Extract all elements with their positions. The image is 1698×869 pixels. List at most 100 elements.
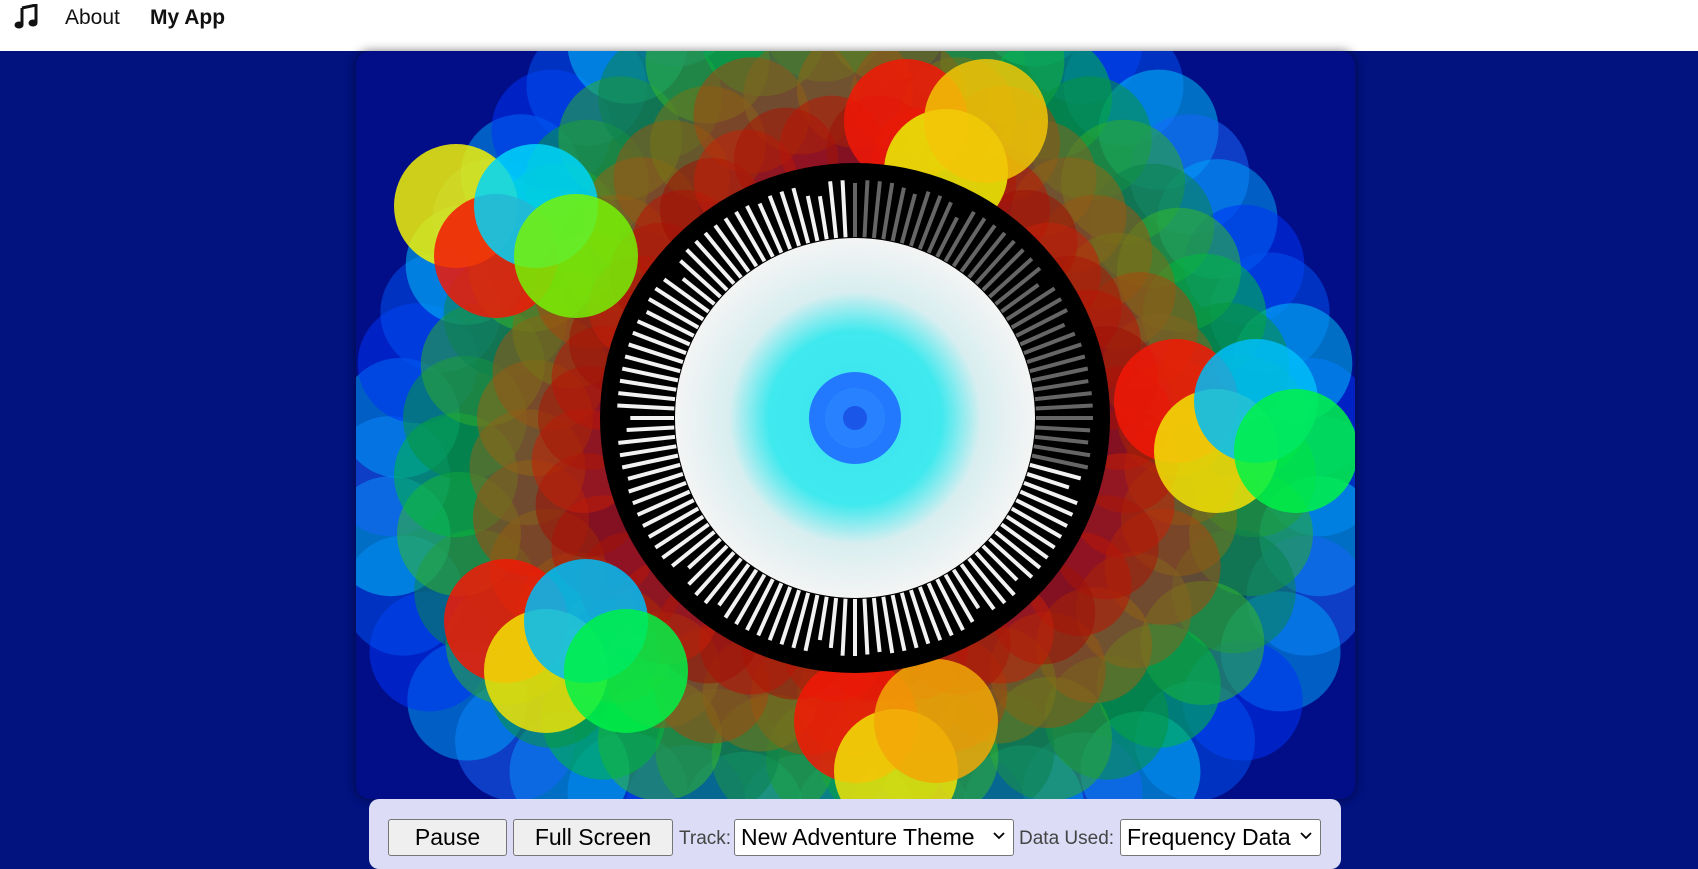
visualizer-bar xyxy=(988,257,1034,299)
visualizer-bar xyxy=(626,425,675,432)
visualizer-bar xyxy=(1000,522,1049,560)
visualizer-bar xyxy=(988,537,1034,579)
visualizer-bar xyxy=(1000,283,1040,314)
visualizer-bar xyxy=(681,277,716,306)
visualizer-accent xyxy=(924,59,1048,183)
visualizer-bar xyxy=(717,563,751,607)
visualizer-bar xyxy=(994,530,1042,570)
visualizer-bar xyxy=(817,596,829,641)
visualizer-accent xyxy=(1234,389,1355,513)
visualizer-bar xyxy=(862,180,870,238)
visualizer-bar xyxy=(636,489,691,517)
visualizer-bar xyxy=(628,342,684,364)
visualizer-bar xyxy=(632,330,687,356)
data-used-select[interactable]: Frequency Data xyxy=(1120,819,1321,856)
visualizer-bar xyxy=(967,231,1007,279)
visualizer-bar xyxy=(734,210,767,263)
controls-panel: Pause Full Screen Track: New Adventure T… xyxy=(369,799,1341,869)
visualizer-bar xyxy=(890,594,907,652)
visualizer-bar xyxy=(654,286,705,322)
visualizer-bar xyxy=(1015,308,1068,338)
visualizer-bar xyxy=(828,181,839,239)
visualizer-bar xyxy=(1015,498,1068,528)
visualizer-bar xyxy=(757,202,784,254)
visualizer-bar xyxy=(1031,366,1089,383)
visualizer-bar xyxy=(767,586,793,641)
visualizer-bar xyxy=(619,378,677,392)
visualizer-bar xyxy=(791,592,811,649)
visualizer-bar xyxy=(959,563,996,611)
visualizer-bar xyxy=(734,573,767,626)
visualizer-bar xyxy=(1026,472,1070,490)
visualizer-bar xyxy=(803,594,820,652)
visualizer-bar xyxy=(694,551,736,597)
pause-button[interactable]: Pause xyxy=(388,819,507,856)
visualizer-bar xyxy=(828,597,839,649)
visualizer-bar xyxy=(618,391,676,402)
visualizer-bar xyxy=(909,589,931,645)
visualizer-bar xyxy=(974,239,1016,285)
track-select-value: New Adventure Theme xyxy=(741,824,975,850)
visualizer-bar xyxy=(943,210,976,263)
visualizer-bar xyxy=(974,551,1016,597)
visualizer-bar xyxy=(1031,453,1089,470)
visualizer-bar xyxy=(779,191,801,247)
visualizer-bar xyxy=(881,596,895,654)
visualizer-bar xyxy=(909,191,931,247)
visualizer-bar xyxy=(654,514,705,550)
nav-brand-link[interactable]: My App xyxy=(150,6,226,29)
visualizer-bar xyxy=(817,195,829,240)
visualizer-bar xyxy=(647,297,700,330)
visualizer-bar xyxy=(871,597,882,653)
music-note-icon[interactable] xyxy=(14,3,38,30)
visualizer-bar xyxy=(1033,444,1091,458)
visualizer-bar xyxy=(871,181,882,239)
visualizer-bar xyxy=(1010,297,1063,330)
data-used-label: Data Used: xyxy=(1019,828,1115,849)
visualizer-bar xyxy=(628,472,684,494)
visualizer-bar xyxy=(959,224,997,273)
visualizer-bar xyxy=(723,568,759,619)
visualizer-bar xyxy=(791,187,811,244)
track-select[interactable]: New Adventure Theme xyxy=(734,819,1014,856)
visualizer-bar xyxy=(1005,286,1056,322)
visualizer-canvas[interactable] xyxy=(356,51,1355,799)
visualizer-bar xyxy=(723,217,759,268)
visualizer-bar xyxy=(1023,331,1076,356)
visualizer-accent xyxy=(514,194,638,318)
visualizer-bar xyxy=(627,462,681,481)
visualizer-bar xyxy=(862,598,870,655)
visualizer-bar xyxy=(951,217,987,268)
visualizer-bar xyxy=(779,589,801,645)
visualizer-bar xyxy=(1029,462,1082,481)
visualizer-bar xyxy=(951,568,981,610)
chevron-down-icon xyxy=(1300,832,1312,840)
visualizer-bar xyxy=(767,195,793,250)
nav-about-link[interactable]: About xyxy=(65,6,120,29)
visualizer-bar xyxy=(636,319,691,347)
data-used-select-value: Frequency Data xyxy=(1127,824,1291,850)
visualizer-bar xyxy=(805,195,820,242)
visualizer-bar xyxy=(621,366,679,383)
visualizer-accent xyxy=(874,659,998,783)
visualizer-bar xyxy=(1033,379,1089,392)
visualizer-bar xyxy=(1035,403,1093,411)
visualizer-bar xyxy=(917,586,943,641)
visualizer-bar xyxy=(994,266,1042,306)
visualizer-bar xyxy=(899,592,919,649)
visualizer-bar xyxy=(661,522,710,560)
visualizer-bar xyxy=(967,557,1007,605)
visualizer-bar xyxy=(1034,434,1089,445)
fullscreen-button[interactable]: Full Screen xyxy=(513,819,673,856)
visualizer-bar xyxy=(685,248,729,292)
top-navbar: About My App xyxy=(0,0,1698,51)
visualizer-bar xyxy=(1005,514,1056,550)
visualizer-bar xyxy=(703,231,743,279)
visualizer-bar xyxy=(621,453,679,470)
visualizer-bar xyxy=(713,224,751,273)
visualizer-bar xyxy=(1023,480,1078,506)
visualizer-bar xyxy=(745,205,775,258)
visualizer-bar xyxy=(1019,322,1066,347)
visualizer-bar xyxy=(694,239,736,285)
visualizer-bar xyxy=(624,354,681,374)
